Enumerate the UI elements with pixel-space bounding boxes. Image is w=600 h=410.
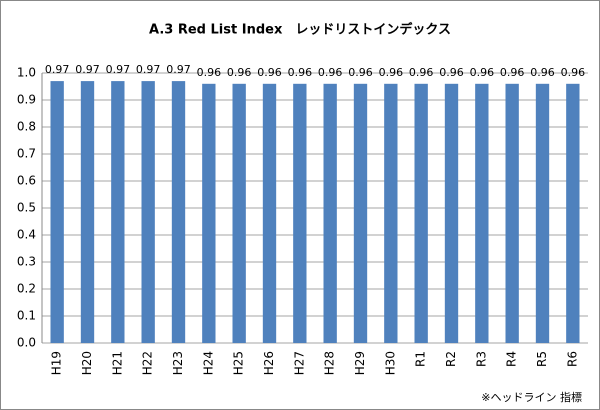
value-label: 0.96 (409, 66, 434, 79)
value-label: 0.96 (348, 66, 373, 79)
x-tick-label: H21 (110, 351, 124, 375)
y-tick-label: 0.5 (17, 201, 36, 215)
bar (475, 83, 489, 344)
x-tick-label: H25 (232, 351, 246, 375)
value-label: 0.96 (318, 66, 343, 79)
bar (444, 83, 459, 344)
x-tick-label: H20 (80, 351, 94, 375)
x-tick-label: R3 (474, 351, 488, 367)
x-tick-label: R2 (444, 351, 458, 367)
y-tick-label: 0.1 (17, 309, 36, 323)
y-tick-label: 0.4 (17, 228, 36, 242)
x-tick-label: H22 (141, 351, 155, 375)
x-tick-label: R1 (414, 351, 428, 367)
value-label: 0.96 (561, 66, 586, 79)
bar (505, 83, 519, 344)
value-label: 0.96 (197, 66, 222, 79)
value-label: 0.96 (288, 66, 313, 79)
x-tick-label: R5 (535, 351, 549, 367)
value-label: 0.97 (136, 63, 161, 76)
chart-title: A.3 Red List Index レッドリストインデックス (149, 22, 451, 38)
x-tick-label: H24 (201, 351, 215, 375)
x-tick-label: H27 (292, 351, 306, 375)
value-label: 0.97 (106, 63, 131, 76)
value-label: 0.96 (500, 66, 525, 79)
x-tick-label: H26 (262, 351, 276, 375)
bar (202, 83, 216, 344)
bar (50, 81, 64, 343)
bar (414, 83, 428, 344)
y-tick-label: 1.0 (17, 66, 36, 80)
annotation: ※ヘッドライン 指標 (481, 390, 582, 404)
y-tick-label: 0.2 (17, 282, 36, 296)
value-label: 0.96 (439, 66, 464, 79)
y-tick-label: 0.9 (17, 93, 36, 107)
x-tick-label: H28 (323, 351, 337, 375)
y-tick-label: 0.6 (17, 174, 36, 188)
y-tick-label: 0.7 (17, 147, 36, 161)
x-tick-label: H19 (50, 351, 64, 375)
y-tick-label: 0.0 (17, 336, 36, 350)
bar (171, 81, 186, 343)
bar (353, 83, 368, 344)
bar (141, 81, 155, 343)
bar (566, 83, 580, 344)
value-label: 0.97 (45, 63, 70, 76)
x-tick-label: R4 (505, 351, 519, 367)
value-label: 0.96 (227, 66, 252, 79)
bar (535, 83, 550, 344)
bar (262, 83, 277, 344)
value-label: 0.96 (530, 66, 555, 79)
x-tick-label: R6 (565, 351, 579, 367)
x-tick-label: H23 (171, 351, 185, 375)
value-label: 0.96 (257, 66, 282, 79)
y-tick-label: 0.8 (17, 120, 36, 134)
bar (80, 81, 95, 343)
bar (232, 83, 246, 344)
x-tick-label: H29 (353, 351, 367, 375)
bar (323, 83, 337, 344)
x-tick-label: H30 (383, 351, 397, 375)
bar (293, 83, 307, 344)
value-label: 0.96 (379, 66, 404, 79)
value-label: 0.97 (166, 63, 191, 76)
value-label: 0.97 (75, 63, 100, 76)
bar (384, 83, 398, 344)
y-tick-label: 0.3 (17, 255, 36, 269)
value-label: 0.96 (470, 66, 495, 79)
bar (111, 81, 125, 343)
